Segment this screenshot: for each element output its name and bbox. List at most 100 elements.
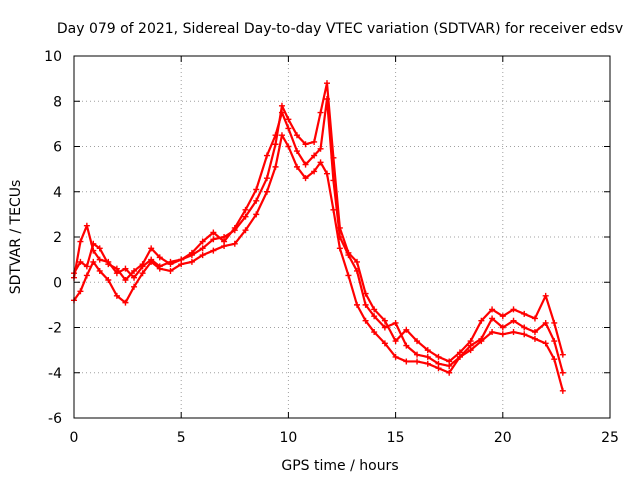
data-point — [77, 288, 84, 295]
data-point — [122, 299, 129, 306]
data-point — [167, 267, 174, 274]
y-axis-tick-labels: -6 -4 -2 0 2 4 6 8 10 — [44, 49, 62, 427]
data-point — [113, 265, 120, 272]
series-line — [72, 82, 564, 363]
data-point — [323, 95, 330, 102]
data-point — [253, 197, 260, 204]
data-point — [293, 132, 300, 139]
y-tick-label: 8 — [53, 94, 62, 110]
data-point — [446, 362, 453, 369]
data-point — [263, 175, 270, 182]
data-point — [83, 222, 90, 229]
data-point — [178, 261, 185, 268]
y-tick-label: -2 — [48, 321, 62, 337]
data-point — [278, 132, 285, 139]
data-point — [489, 329, 496, 336]
y-tick-label: 2 — [53, 230, 62, 246]
data-point — [403, 342, 410, 349]
data-point — [77, 258, 84, 265]
data-point — [354, 267, 361, 274]
x-tick-label: 5 — [177, 430, 186, 446]
data-point — [199, 238, 206, 245]
data-point — [403, 326, 410, 333]
data-point — [531, 335, 538, 342]
data-point — [456, 353, 463, 360]
data-point — [148, 258, 155, 265]
data-point — [424, 360, 431, 367]
data-point — [559, 387, 566, 394]
data-point — [221, 243, 228, 250]
data-point — [156, 265, 163, 272]
data-point — [167, 261, 174, 268]
data-point — [302, 161, 309, 168]
data-point — [231, 224, 238, 231]
data-point — [148, 245, 155, 252]
data-point — [489, 306, 496, 313]
x-axis-title: GPS time / hours — [281, 458, 398, 474]
data-point — [551, 319, 558, 326]
y-axis-title: SDTVAR / TECUs — [8, 180, 24, 295]
data-point — [510, 306, 517, 313]
data-point — [131, 267, 138, 274]
x-axis-tick-labels: 0 5 10 15 20 25 — [70, 430, 619, 446]
data-point — [90, 240, 97, 247]
data-point — [424, 353, 431, 360]
data-point — [345, 272, 352, 279]
data-point — [362, 301, 369, 308]
y-tick-label: -4 — [48, 366, 62, 382]
data-point — [542, 319, 549, 326]
y-tick-label: 4 — [53, 185, 62, 201]
data-point — [521, 324, 528, 331]
chart-title: Day 079 of 2021, Sidereal Day-to-day VTE… — [57, 21, 623, 37]
data-point — [414, 351, 421, 358]
series-layer — [71, 80, 566, 394]
data-point — [105, 276, 112, 283]
data-point — [542, 340, 549, 347]
data-point — [323, 170, 330, 177]
data-point — [499, 331, 506, 338]
data-point — [253, 186, 260, 193]
data-point — [435, 365, 442, 372]
data-point — [263, 188, 270, 195]
data-point — [311, 138, 318, 145]
data-point — [285, 116, 292, 123]
x-tick-label: 0 — [70, 430, 79, 446]
data-point — [345, 252, 352, 259]
data-point — [272, 163, 279, 170]
series-line — [72, 97, 564, 374]
y-tick-label: -6 — [48, 411, 62, 427]
data-point — [330, 177, 337, 184]
data-point — [510, 329, 517, 336]
data-point — [139, 270, 146, 277]
data-point — [381, 324, 388, 331]
data-point — [278, 109, 285, 116]
data-point — [381, 317, 388, 324]
data-point — [311, 168, 318, 175]
y-tick-label: 6 — [53, 140, 62, 156]
y-tick-label: 10 — [44, 49, 62, 65]
data-point — [96, 245, 103, 252]
data-point — [242, 227, 249, 234]
data-point — [199, 245, 206, 252]
data-point — [323, 80, 330, 87]
data-point — [435, 353, 442, 360]
data-point — [122, 276, 129, 283]
data-point — [96, 256, 103, 263]
data-point — [542, 292, 549, 299]
data-point — [311, 152, 318, 159]
data-point — [263, 152, 270, 159]
data-point — [188, 258, 195, 265]
series-line — [72, 134, 564, 392]
data-point — [90, 258, 97, 265]
data-point — [521, 331, 528, 338]
data-point — [371, 329, 378, 336]
data-point — [478, 338, 485, 345]
data-point — [210, 236, 217, 243]
data-point — [253, 211, 260, 218]
data-point — [317, 145, 324, 152]
data-point — [330, 206, 337, 213]
x-tick-label: 20 — [494, 430, 512, 446]
data-point — [272, 141, 279, 148]
data-point — [551, 338, 558, 345]
